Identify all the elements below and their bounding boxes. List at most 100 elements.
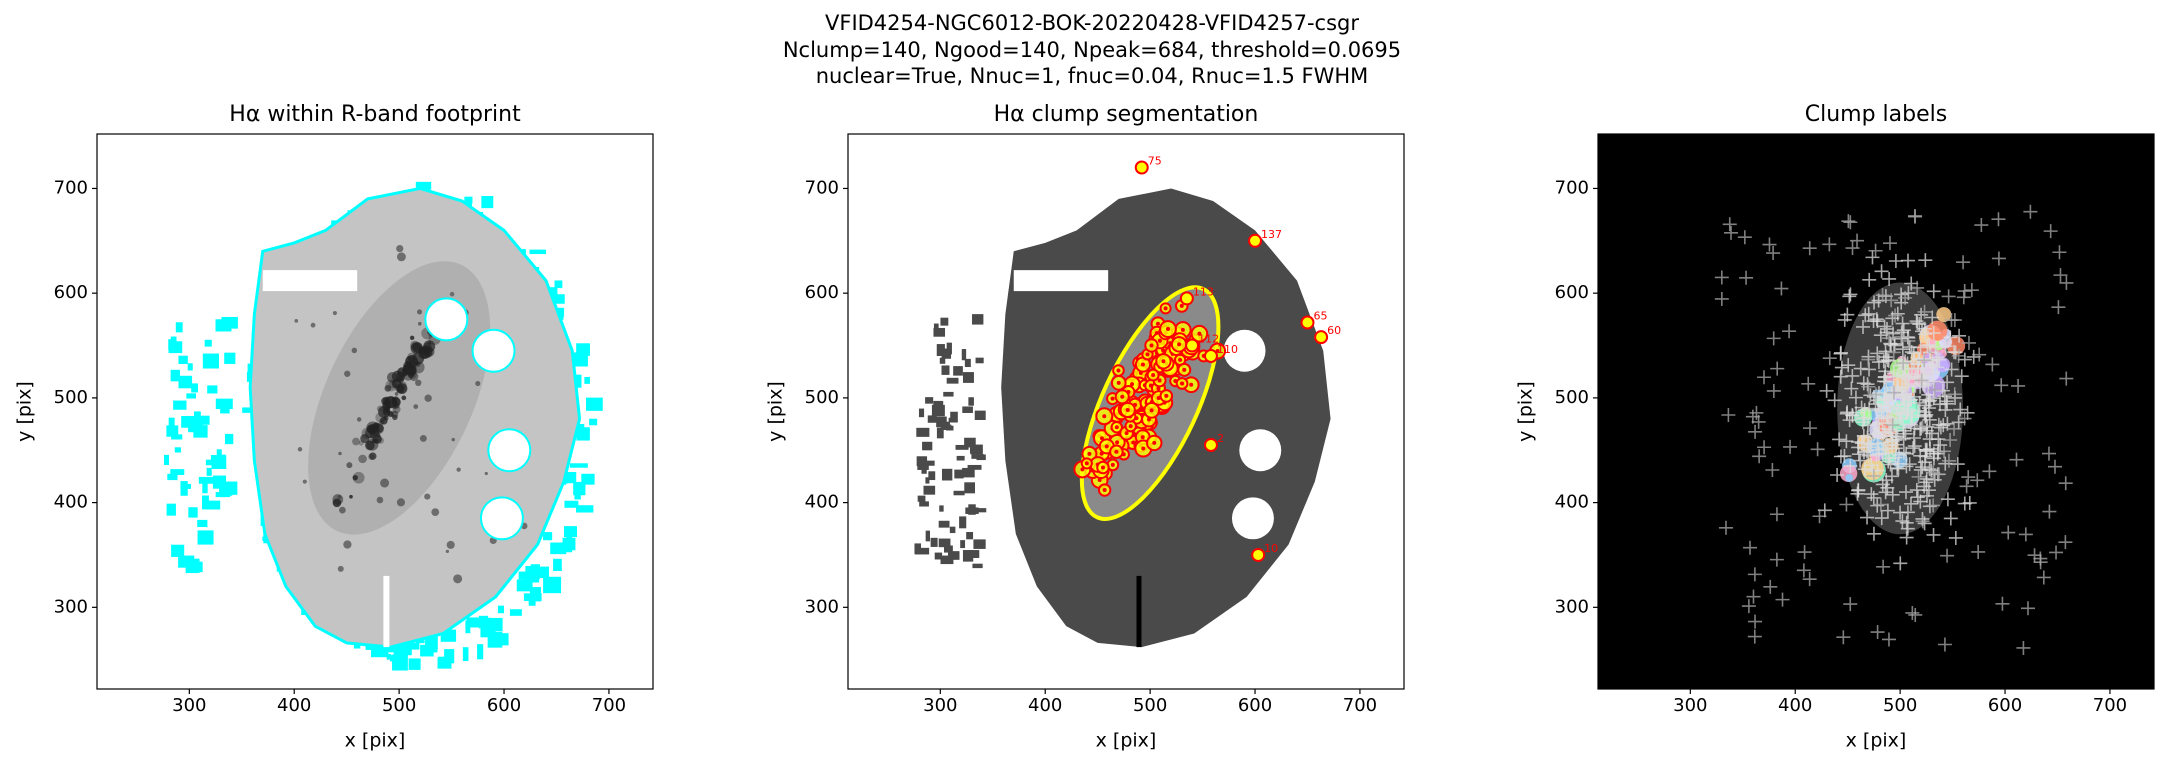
peak-cross (2016, 640, 2031, 655)
peak-cross (1895, 387, 1910, 402)
footprint-edge (941, 348, 951, 356)
clump-region (1936, 307, 1952, 323)
mask-hole (424, 297, 469, 342)
peak-cross (1880, 387, 1895, 402)
peak-cross (1748, 614, 1763, 629)
peak-cross (1919, 444, 1934, 459)
peak-cross (1819, 383, 1834, 398)
peak-cross (1882, 399, 1897, 414)
peak-cross (1902, 457, 1917, 472)
mask-hole (487, 428, 532, 473)
footprint-edge (573, 481, 586, 496)
peak-cross (1956, 255, 1971, 270)
clump-peak (1197, 331, 1202, 336)
clump-peak (1120, 394, 1125, 399)
peak-cross (1944, 362, 1959, 377)
peak-cross (1893, 556, 1908, 571)
clump-peak (1161, 359, 1166, 364)
peak-cross (1898, 368, 1913, 383)
peak-cross (1878, 485, 1893, 500)
peak-cross (1930, 350, 1945, 365)
peak-cross (1915, 514, 1930, 529)
peak-cross (1796, 563, 1811, 578)
peak-cross (1915, 419, 1930, 434)
peak-cross (1896, 423, 1911, 438)
peak-cross (1950, 457, 1965, 472)
clump-peak (1125, 407, 1130, 412)
peak-cross (1923, 393, 1938, 408)
footprint-edge (202, 478, 208, 494)
blob (417, 321, 422, 326)
peak-cross (1895, 342, 1910, 357)
y-tick-label: 600 (805, 282, 839, 303)
peak-cross (1722, 217, 1737, 232)
blob (413, 404, 419, 409)
y-tick-label: 400 (54, 492, 88, 513)
x-tick-label: 300 (923, 695, 957, 716)
peak-cross (1959, 479, 1974, 494)
blob (451, 437, 455, 442)
footprint-edge (220, 408, 230, 414)
peak-cross (1912, 317, 1927, 332)
blob (391, 397, 401, 407)
peak-cross (1747, 629, 1762, 644)
blob (395, 371, 406, 382)
peak-cross (1901, 333, 1916, 348)
footprint-edge (561, 472, 577, 484)
peak-cross (1739, 270, 1754, 285)
peak-cross (1926, 527, 1941, 542)
footprint-edge (959, 516, 967, 529)
footprint-edge (462, 647, 469, 662)
footprint-edge (393, 642, 403, 656)
peak-cross (1948, 530, 1963, 545)
peak-cross (1757, 370, 1772, 385)
peak-cross (1747, 567, 1762, 582)
blob (431, 508, 440, 517)
footprint-edge (477, 644, 484, 660)
peak-cross (1858, 308, 1873, 323)
blob (380, 417, 388, 425)
footprint-edge (933, 323, 939, 330)
footprint-edge (555, 294, 565, 304)
x-tick-label: 500 (1133, 695, 1167, 716)
clump-peak (1149, 343, 1154, 348)
blob (378, 419, 385, 425)
clump-peak (1151, 372, 1156, 377)
peak-cross (1905, 410, 1920, 425)
footprint-edge (927, 415, 937, 423)
blob (415, 379, 422, 387)
footprint-edge (953, 490, 965, 496)
peak-cross (1908, 607, 1923, 622)
blob (360, 434, 370, 444)
footprint-edge (466, 617, 484, 628)
peak-cross (1937, 444, 1952, 459)
peak-cross (1904, 345, 1919, 360)
y-tick-label: 400 (1555, 492, 1589, 513)
peak-cross (1843, 287, 1858, 302)
footprint-edge (955, 444, 969, 450)
blob (396, 244, 404, 253)
footprint-edge (564, 526, 578, 538)
peak-cross (1899, 530, 1914, 545)
blob (387, 372, 398, 383)
footprint-edge (540, 566, 550, 579)
y-tick-label: 600 (1555, 282, 1589, 303)
peak-cross (1911, 469, 1926, 484)
blob (401, 395, 407, 401)
blob (343, 540, 352, 549)
footprint-edge (205, 500, 221, 510)
footprint-edge (178, 355, 188, 364)
clump-peak (1149, 408, 1154, 413)
footprint-edge (574, 494, 581, 500)
peak-cross (1724, 225, 1739, 240)
peak-cross (1900, 521, 1915, 536)
footprint-edge (976, 454, 986, 461)
footprint-edge (961, 349, 967, 361)
peak-cross (1896, 323, 1911, 338)
footprint-edge (916, 456, 928, 467)
peak-cross (1862, 272, 1877, 287)
footprint-edge (575, 505, 594, 513)
footprint-edge (562, 537, 576, 551)
peak-cross (1895, 358, 1910, 373)
blob (376, 496, 384, 504)
